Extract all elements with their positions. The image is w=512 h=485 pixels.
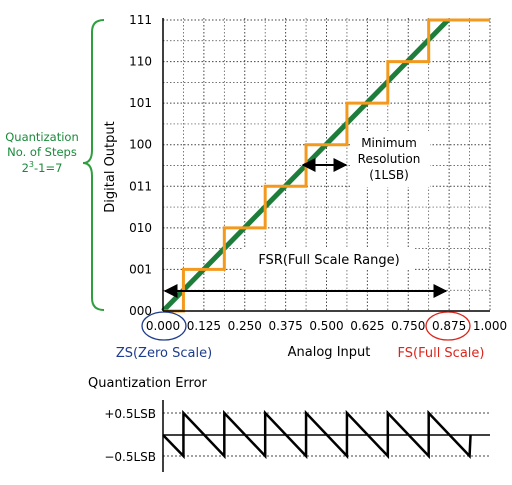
x-tick-label: 0.625 [350, 319, 384, 333]
quantization-line1: Quantization [5, 130, 79, 144]
y-tick-label: 100 [129, 138, 152, 152]
x-tick-label: 0.500 [309, 319, 343, 333]
min-resolution-line3: (1LSB) [369, 168, 409, 182]
x-tick-label: 0.375 [268, 319, 302, 333]
y-tick-label: 010 [129, 221, 152, 235]
fsr-label: FSR(Full Scale Range) [258, 253, 399, 268]
x-tick-label: 0.875 [432, 319, 466, 333]
full-scale-ellipse [425, 311, 471, 341]
y-tick-label: 110 [129, 55, 152, 69]
x-tick-label: 0.125 [187, 319, 221, 333]
y-tick-label: 101 [129, 96, 152, 110]
error-plus-label: +0.5LSB [104, 407, 156, 421]
error-minus-label: −0.5LSB [104, 450, 156, 464]
quantization-error-title: Quantization Error [88, 376, 208, 391]
x-tick-label: 0.250 [228, 319, 262, 333]
quantization-error-sawtooth [162, 409, 472, 460]
y-tick-label: 111 [129, 13, 152, 27]
x-axis-title: Analog Input [288, 345, 371, 360]
x-tick-label: 0.750 [391, 319, 425, 333]
fsr-label-box [243, 248, 415, 270]
y-axis-title: Digital Output [103, 121, 118, 212]
y-tick-label: 001 [129, 262, 152, 276]
x-tick-labels: 0.000 0.125 0.250 0.375 0.500 0.625 0.750 0.875… [146, 319, 507, 333]
quantization-formula: 23-1=7 [22, 160, 63, 175]
quantization-brace [82, 19, 105, 311]
x-tick-label: 1.000 [473, 319, 507, 333]
min-resolution-box [350, 131, 430, 187]
x-tick-label: 0.000 [146, 319, 180, 333]
min-resolution-line1: Minimum [361, 136, 417, 150]
zero-scale-ellipse [141, 311, 187, 341]
quantization-line2: No. of Steps [7, 145, 77, 159]
y-tick-label: 011 [129, 179, 152, 193]
zero-scale-label: ZS(Zero Scale) [116, 346, 212, 361]
y-tick-label: 000 [129, 304, 152, 318]
quantization-steps-label: Quantization No. of Steps 23-1=7 [5, 130, 79, 175]
min-resolution-line2: Resolution [358, 152, 421, 166]
y-tick-labels: 000 001 010 011 100 101 110 111 [129, 13, 152, 318]
full-scale-label: FS(Full Scale) [398, 346, 485, 361]
